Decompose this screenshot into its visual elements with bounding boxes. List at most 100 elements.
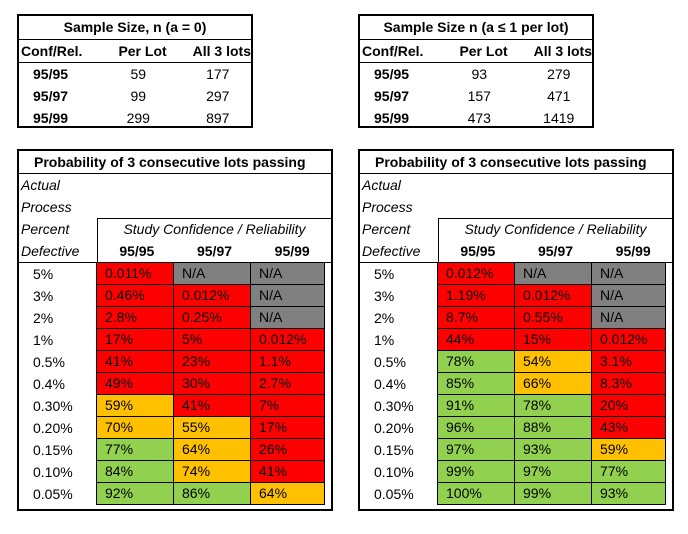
defect-rate-label: 1%	[360, 329, 438, 351]
table-body: 5% 0.012% N/A N/A 3% 1.19% 0.012% N/A 2% 8.7% 0.55…	[360, 262, 672, 505]
table-row: 95/95 59 177	[19, 63, 251, 85]
probability-cell: 96%	[437, 416, 515, 439]
table-row: 95/97 157 471	[360, 85, 592, 107]
probability-cell: 41%	[250, 460, 325, 483]
row-header-label: Actual Process Percent Defective	[362, 174, 436, 262]
table-row: 0.15% 97% 93% 59%	[360, 438, 672, 461]
probability-cell: 99%	[514, 482, 592, 505]
header-line: Percent	[21, 221, 70, 237]
table-row: 0.20% 96% 88% 43%	[360, 416, 672, 439]
table-row: 0.4% 49% 30% 2.7%	[19, 372, 331, 395]
col-header: All 3 lots	[533, 43, 592, 59]
column-labels: 95/95 95/97 95/99	[98, 240, 331, 262]
probability-cell: 0.012%	[173, 284, 251, 307]
all-lots-cell: 279	[547, 66, 571, 82]
table-title: Probability of 3 consecutive lots passin…	[360, 151, 672, 174]
span-header: Study Confidence / Reliability	[464, 221, 647, 237]
probability-cell: 78%	[437, 350, 515, 373]
table-title: Sample Size n (a ≤ 1 per lot)	[360, 16, 592, 40]
col-header: Conf/Rel.	[21, 43, 83, 59]
probability-cell: 64%	[250, 482, 325, 505]
defect-rate-label: 0.5%	[19, 351, 97, 373]
header-line: Actual	[362, 177, 401, 193]
probability-cell: 93%	[514, 438, 592, 461]
col-header: Per Lot	[118, 43, 167, 59]
sample-size-table-a: Sample Size, n (a = 0) Conf/Rel. Per Lot…	[17, 14, 253, 128]
probability-cell: 30%	[173, 372, 251, 395]
defect-rate-label: 0.20%	[360, 417, 438, 439]
probability-cell: 91%	[437, 394, 515, 417]
probability-cell: 17%	[250, 416, 325, 439]
table-row: 0.5% 41% 23% 1.1%	[19, 350, 331, 373]
probability-cell: 0.012%	[437, 262, 515, 285]
table-row: 0.4% 85% 66% 8.3%	[360, 372, 672, 395]
row-header-label: Actual Process Percent Defective	[21, 174, 95, 262]
conf-rel-cell: 95/95	[33, 66, 69, 82]
probability-cell: 97%	[437, 438, 515, 461]
probability-cell: 85%	[437, 372, 515, 395]
col-header: 95/99	[274, 243, 310, 259]
probability-cell: 49%	[96, 372, 174, 395]
probability-cell: 2.7%	[250, 372, 325, 395]
col-header: All 3 lots	[192, 43, 251, 59]
table-row: 2% 2.8% 0.25% N/A	[19, 306, 331, 329]
probability-cell: 0.46%	[96, 284, 174, 307]
table-row: 0.10% 84% 74% 41%	[19, 460, 331, 483]
defect-rate-label: 0.10%	[19, 461, 97, 483]
per-lot-cell: 59	[130, 66, 147, 82]
probability-cell: 1.1%	[250, 350, 325, 373]
probability-cell: 100%	[437, 482, 515, 505]
table-row: 0.5% 78% 54% 3.1%	[360, 350, 672, 373]
header-line: Actual	[21, 177, 60, 193]
defect-rate-label: 5%	[19, 263, 97, 285]
column-labels: 95/95 95/97 95/99	[439, 240, 672, 262]
all-lots-cell: 897	[206, 110, 230, 126]
defect-rate-label: 0.10%	[360, 461, 438, 483]
header-row: Conf/Rel. Per Lot All 3 lots	[19, 40, 251, 63]
probability-table-right: Probability of 3 consecutive lots passin…	[358, 149, 674, 511]
table-row: 3% 0.46% 0.012% N/A	[19, 284, 331, 307]
probability-cell: 3.1%	[591, 350, 666, 373]
column-group-header: Study Confidence / Reliability 95/95 95/…	[438, 218, 672, 262]
defect-rate-label: 1%	[19, 329, 97, 351]
probability-cell: N/A	[250, 306, 325, 329]
probability-cell: 26%	[250, 438, 325, 461]
conf-rel-cell: 95/99	[33, 110, 69, 126]
header-line: Defective	[362, 243, 421, 259]
header-line: Defective	[21, 243, 80, 259]
probability-cell: 97%	[514, 460, 592, 483]
conf-rel-cell: 95/95	[374, 66, 410, 82]
probability-cell: 0.012%	[514, 284, 592, 307]
probability-cell: 7%	[250, 394, 325, 417]
probability-cell: 55%	[173, 416, 251, 439]
probability-cell: 5%	[173, 328, 251, 351]
table-row: 0.05% 100% 99% 93%	[360, 482, 672, 505]
probability-cell: 77%	[591, 460, 666, 483]
defect-rate-label: 0.5%	[360, 351, 438, 373]
probability-cell: 20%	[591, 394, 666, 417]
col-header: 95/99	[615, 243, 651, 259]
probability-cell: 0.011%	[96, 262, 174, 285]
probability-cell: 84%	[96, 460, 174, 483]
probability-cell: N/A	[591, 262, 666, 285]
table-row: 0.30% 91% 78% 20%	[360, 394, 672, 417]
probability-cell: 2.8%	[96, 306, 174, 329]
defect-rate-label: 0.15%	[360, 439, 438, 461]
all-lots-cell: 471	[547, 88, 571, 104]
defect-rate-label: 0.30%	[19, 395, 97, 417]
header-line: Percent	[362, 221, 411, 237]
probability-cell: 54%	[514, 350, 592, 373]
defect-rate-label: 3%	[19, 285, 97, 307]
table-title: Sample Size, n (a = 0)	[19, 16, 251, 40]
table-row: 2% 8.7% 0.55% N/A	[360, 306, 672, 329]
table-row: 0.10% 99% 97% 77%	[360, 460, 672, 483]
table-row: 95/99 299 897	[19, 107, 251, 129]
col-header: 95/97	[537, 243, 574, 259]
table-header: Actual Process Percent Defective Study C…	[19, 174, 331, 263]
probability-cell: 23%	[173, 350, 251, 373]
defect-rate-label: 0.15%	[19, 439, 97, 461]
table-row: 95/99 473 1419	[360, 107, 592, 129]
col-header: Conf/Rel.	[362, 43, 424, 59]
probability-cell: 92%	[96, 482, 174, 505]
probability-cell: 77%	[96, 438, 174, 461]
